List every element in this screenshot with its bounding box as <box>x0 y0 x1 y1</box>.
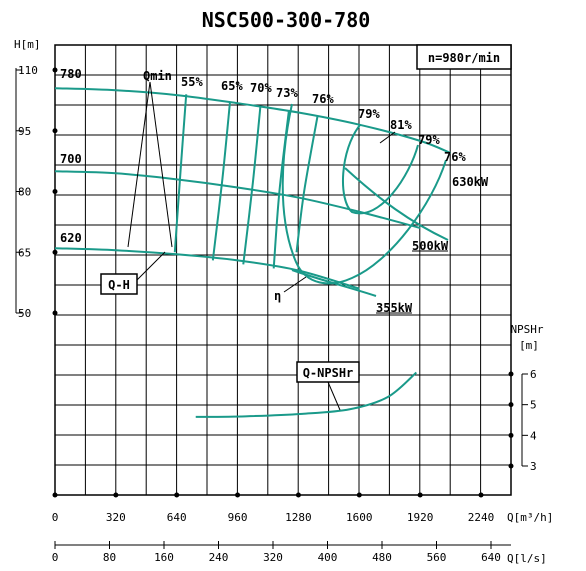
power-curve-500 <box>344 167 449 241</box>
qh-label: Q-H <box>108 278 130 292</box>
qmin-leader-2 <box>149 81 173 248</box>
x-tick-dot <box>174 492 180 498</box>
qmin-label: Qmin <box>143 69 172 83</box>
eff-label-81: 81% <box>390 118 412 132</box>
x-tick-dot <box>356 492 362 498</box>
left-tick-label: 50 <box>18 307 31 320</box>
npsh-label: Q-NPSHr <box>303 366 354 380</box>
right-tick-dot <box>508 371 514 377</box>
x-tick-label: 640 <box>167 511 187 524</box>
npsh-curve <box>195 371 418 418</box>
eff-curve-76 <box>295 116 319 253</box>
x-tick-label: 1280 <box>285 511 312 524</box>
x-tick-label: 960 <box>228 511 248 524</box>
eff-curve-55 <box>173 94 188 253</box>
x-tick-dot <box>113 492 119 498</box>
right-tick-dot <box>508 432 514 438</box>
x-tick-label: 320 <box>106 511 126 524</box>
x-tick-dot <box>235 492 241 498</box>
x2-tick-label: 80 <box>103 551 116 564</box>
eff-label-55: 55% <box>181 75 203 89</box>
right-axis-ticks: 6 5 4 3 <box>508 368 537 473</box>
x-axis-flow-m3h-ticks: 0 320 640 960 1280 1600 1920 2240 <box>52 492 495 524</box>
qh-curve-620 <box>54 247 360 290</box>
left-tick-dot <box>52 310 58 316</box>
x-tick-label: 1600 <box>346 511 373 524</box>
eff-curve-70 <box>242 106 262 265</box>
left-tick-label: 110 <box>18 64 38 77</box>
x2-tick-label: 320 <box>263 551 283 564</box>
x-axis-flow-ls-ticks: 0 80 160 240 320 400 480 560 640 <box>52 541 501 564</box>
left-tick-dot <box>52 128 58 134</box>
eff-label-76b: 76% <box>444 150 466 164</box>
x-tick-label: 0 <box>52 511 59 524</box>
left-tick-dot <box>52 67 58 73</box>
right-tick-label: 4 <box>530 429 537 442</box>
right-tick-label: 3 <box>530 460 537 473</box>
right-axis-unit: [m] <box>519 339 539 352</box>
power-label-500: 500kW <box>412 239 449 253</box>
x2-tick-label: 240 <box>209 551 229 564</box>
left-tick-dot <box>52 249 58 255</box>
eta-label: η <box>274 289 281 303</box>
eta-leader <box>283 276 307 293</box>
chart-title: NSC500-300-780 <box>202 8 371 32</box>
right-tick-label: 6 <box>530 368 537 381</box>
eff-curve-79-contour <box>342 124 419 215</box>
x2-tick-label: 400 <box>318 551 338 564</box>
qmin-leader-1 <box>127 81 151 248</box>
x-tick-dot <box>52 492 58 498</box>
curves <box>54 87 451 418</box>
x-tick-label: 1920 <box>407 511 434 524</box>
qh-leader <box>136 251 166 281</box>
left-tick-dot <box>52 189 58 194</box>
x-tick-dot <box>478 492 484 498</box>
x-tick-label: 2240 <box>468 511 495 524</box>
left-axis-ticks: 110 95 80 65 50 <box>16 64 58 320</box>
x2-tick-label: 480 <box>372 551 392 564</box>
impeller-label-620: 620 <box>60 231 82 245</box>
x2-tick-label: 0 <box>52 551 59 564</box>
impeller-label-780: 780 <box>60 67 82 81</box>
eff-label-79b: 79% <box>418 133 440 147</box>
eff-label-70: 70% <box>250 81 272 95</box>
x-tick-dot <box>295 492 301 498</box>
power-curve-355 <box>291 269 377 297</box>
left-tick-label: 80 <box>18 186 31 199</box>
eff-81-leader <box>379 131 396 144</box>
right-tick-dot <box>508 402 514 408</box>
left-tick-label: 95 <box>18 125 31 138</box>
power-label-355: 355kW <box>376 301 413 315</box>
left-axis-label: H[m] <box>14 38 41 51</box>
right-tick-label: 5 <box>530 399 537 412</box>
x-axis-flow-ls-label: Q[l/s] <box>507 552 547 565</box>
grid <box>55 45 511 495</box>
right-axis-label: NPSHr <box>510 323 543 336</box>
eff-label-73: 73% <box>276 86 298 100</box>
x2-tick-label: 640 <box>481 551 501 564</box>
x-tick-dot <box>417 492 423 498</box>
speed-label: n=980r/min <box>428 51 500 65</box>
eff-curve-76-outer <box>281 103 447 285</box>
npsh-leader <box>327 381 341 411</box>
qh-curve-780 <box>54 87 451 154</box>
eff-curve-65 <box>211 102 231 261</box>
x2-tick-label: 560 <box>427 551 447 564</box>
qh-label-box <box>100 273 138 295</box>
x2-tick-label: 160 <box>154 551 174 564</box>
eff-label-76a: 76% <box>312 92 334 106</box>
eff-label-79a: 79% <box>358 107 380 121</box>
plot-frame <box>54 44 512 496</box>
impeller-label-700: 700 <box>60 152 82 166</box>
eff-label-65: 65% <box>221 79 243 93</box>
power-label-630: 630kW <box>452 175 489 189</box>
speed-label-box <box>416 44 512 70</box>
qh-curve-700 <box>54 170 421 229</box>
left-tick-label: 65 <box>18 246 31 259</box>
x-axis-flow-m3h-label: Q[m³/h] <box>507 511 553 524</box>
right-tick-dot <box>508 463 514 469</box>
